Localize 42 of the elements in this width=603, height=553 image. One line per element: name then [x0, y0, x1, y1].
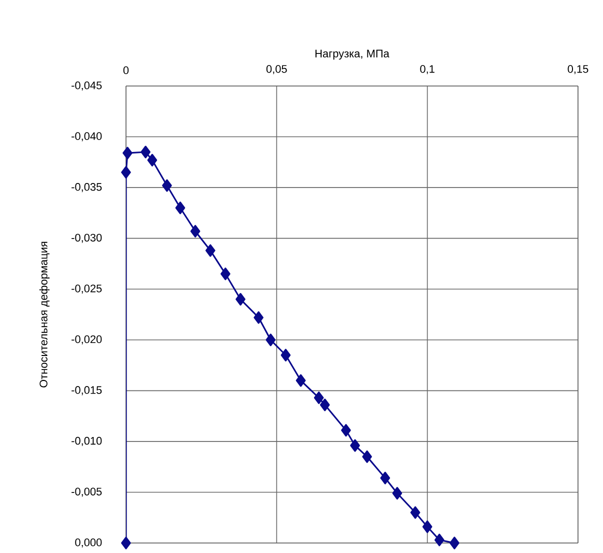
y-tick-label: 0,000 — [75, 538, 102, 548]
y-tick-label: -0,045 — [72, 81, 102, 91]
point — [392, 486, 402, 500]
x-tick-label: 0 — [123, 66, 129, 74]
point — [410, 506, 420, 519]
point — [350, 439, 360, 452]
y-tick-label: -0,010 — [72, 436, 102, 446]
point — [205, 244, 216, 257]
point — [254, 311, 264, 324]
point — [140, 146, 150, 158]
point — [122, 146, 132, 160]
point — [450, 536, 460, 550]
point — [296, 374, 306, 387]
point — [147, 154, 158, 166]
point — [121, 536, 131, 550]
x-tick-label: 0,15 — [568, 65, 588, 74]
point — [175, 202, 186, 214]
y-tick-label: -0,030 — [72, 234, 102, 243]
point — [341, 424, 351, 437]
x-axis-title: Нагрузка, МПа — [316, 50, 390, 60]
y-tick-label: -0,035 — [72, 183, 102, 192]
y-tick-label: -0,020 — [72, 335, 102, 344]
point — [220, 268, 230, 280]
point — [121, 166, 131, 179]
y-tick-label: -0,025 — [72, 284, 102, 294]
point — [236, 292, 246, 306]
y-tick-label: -0,040 — [72, 132, 102, 142]
point — [314, 392, 324, 404]
x-tick-label: 0,1 — [420, 65, 434, 74]
point — [266, 334, 276, 346]
y-axis-title: Относительная деформация — [39, 242, 50, 388]
point — [320, 398, 330, 412]
point — [162, 179, 172, 192]
point — [422, 520, 432, 534]
point — [280, 348, 291, 362]
y-tick-label: -0,015 — [72, 386, 102, 396]
point — [434, 534, 444, 546]
point — [380, 472, 390, 484]
point — [362, 450, 372, 463]
y-tick-label: -0,005 — [72, 488, 102, 497]
x-tick-label: 0,05 — [266, 65, 287, 74]
point — [190, 224, 200, 238]
